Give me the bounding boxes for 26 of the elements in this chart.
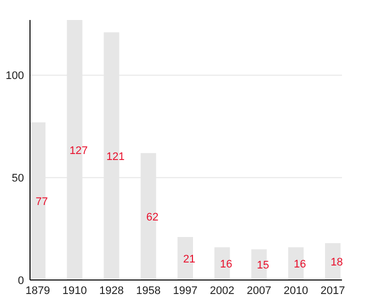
x-tick-label: 2002 — [210, 285, 234, 297]
data-label: 15 — [256, 259, 270, 272]
bar — [288, 247, 304, 280]
y-tick-label: 100 — [6, 70, 24, 82]
data-label: 127 — [69, 144, 88, 157]
data-label: 121 — [106, 150, 125, 163]
y-tick-label: 0 — [18, 274, 24, 287]
x-tick-label: 1928 — [99, 285, 124, 297]
data-label: 16 — [220, 258, 232, 270]
x-tick-label: 1910 — [62, 285, 87, 297]
x-tick-label: 1997 — [173, 285, 198, 297]
bar — [325, 243, 341, 280]
y-tick-label: 50 — [12, 172, 24, 184]
bar — [178, 237, 194, 280]
bar — [251, 249, 267, 280]
x-tick-label: 2017 — [320, 285, 346, 297]
data-label: 16 — [294, 258, 306, 270]
data-label: 21 — [183, 253, 196, 266]
x-tick-label: 2010 — [284, 285, 308, 297]
data-label: 62 — [146, 211, 159, 224]
x-tick-label: 1879 — [26, 285, 50, 297]
x-tick-label: 1958 — [136, 285, 161, 297]
data-label: 18 — [330, 256, 343, 268]
x-tick-label: 2007 — [246, 285, 272, 297]
data-label: 77 — [36, 196, 48, 208]
bar — [214, 247, 230, 280]
